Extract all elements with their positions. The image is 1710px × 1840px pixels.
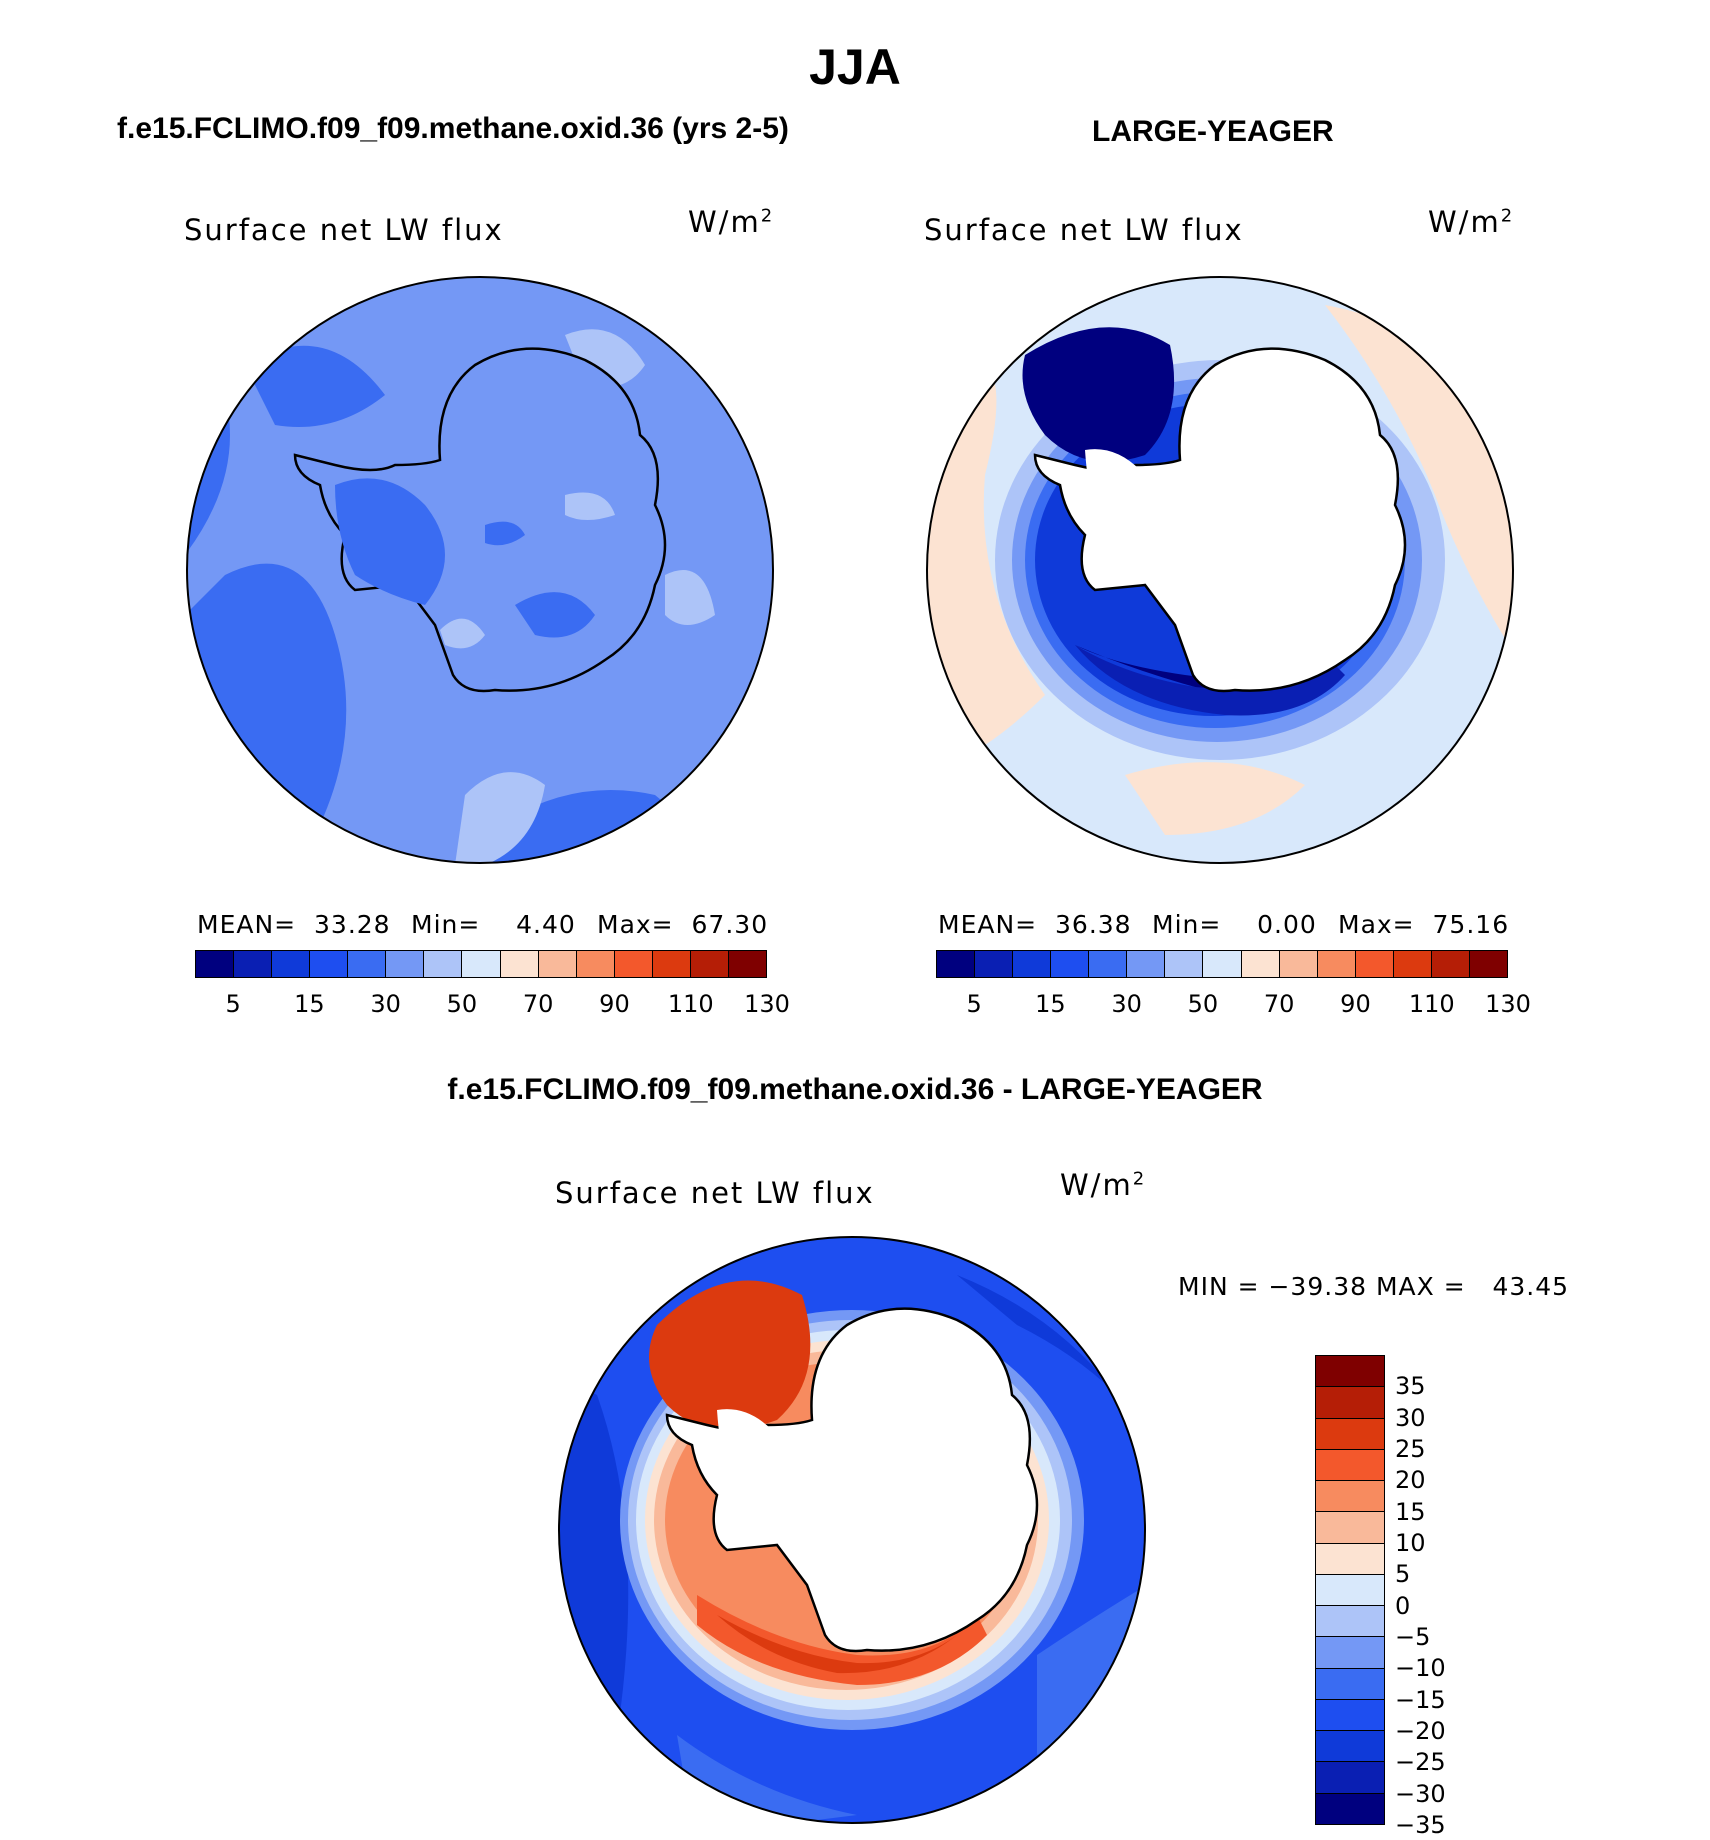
colorbar-tick-label: 90	[599, 990, 630, 1018]
colorbar-swatch	[500, 951, 539, 977]
colorbar-tick-label: 15	[1395, 1497, 1426, 1526]
panel-2-max: Max= 75.16	[1338, 910, 1510, 939]
colorbar-swatch	[462, 951, 501, 977]
colorbar-tick-label: 15	[294, 990, 325, 1018]
colorbar-tick-label: −30	[1395, 1779, 1446, 1808]
colorbar-tick-label: −5	[1395, 1623, 1431, 1651]
colorbar-swatch	[1317, 951, 1356, 977]
colorbar-tick-label: 50	[1187, 990, 1219, 1018]
colorbar-difference	[1315, 1355, 1385, 1825]
colorbar-swatch	[652, 951, 691, 977]
colorbar-tick-label: 130	[1485, 990, 1531, 1018]
colorbar-swatch	[1203, 951, 1242, 977]
colorbar-tick-label: 30	[1111, 990, 1142, 1018]
panel-2-min: Min= 0.00	[1152, 910, 1317, 939]
colorbar-swatch	[1316, 1543, 1384, 1575]
colorbar-tick-label: 50	[446, 990, 478, 1018]
colorbar-swatch	[728, 951, 766, 977]
colorbar-tick-label: −15	[1395, 1685, 1446, 1714]
colorbar-swatch	[386, 951, 425, 977]
colorbar-swatch	[1316, 1512, 1384, 1544]
colorbar-tick-label: 5	[966, 990, 982, 1018]
colorbar-swatch	[1393, 951, 1432, 977]
colorbar-tick-label: −35	[1395, 1811, 1446, 1839]
panel-1-min: Min= 4.40	[411, 910, 576, 939]
colorbar-swatch	[1316, 1481, 1384, 1513]
map-panel-2	[926, 276, 1514, 864]
colorbar-tick-label: −20	[1395, 1717, 1446, 1745]
colorbar-swatch	[1165, 951, 1204, 977]
panel-2-title: LARGE-YEAGER	[1092, 115, 1334, 148]
colorbar-swatch	[1316, 1668, 1384, 1700]
colorbar-swatch	[614, 951, 653, 977]
panel-2-units-label: W/m2	[1428, 205, 1515, 239]
colorbar-tick-label: 130	[744, 990, 790, 1018]
colorbar-tick-label: 110	[1408, 990, 1455, 1018]
diff-variable-label: Surface net LW flux	[555, 1176, 875, 1210]
colorbar-swatch	[690, 951, 729, 977]
colorbar-swatch	[1051, 951, 1090, 977]
colorbar-swatch	[937, 951, 976, 977]
colorbar-tick-label: −25	[1395, 1748, 1446, 1777]
colorbar-swatch	[310, 951, 349, 977]
colorbar-swatch	[1127, 951, 1166, 977]
panel-2-mean: MEAN= 36.38	[938, 910, 1132, 939]
colorbar-tick-label: 70	[1263, 990, 1295, 1018]
panel-1-variable-label: Surface net LW flux	[184, 213, 504, 247]
colorbar-tick-label: 70	[522, 990, 554, 1018]
panel-1-max: Max= 67.30	[597, 910, 769, 939]
colorbar-tick-label: −10	[1395, 1654, 1446, 1683]
colorbar-swatch	[196, 951, 235, 977]
colorbar-swatch	[1469, 951, 1507, 977]
colorbar-tick-label: 25	[1395, 1435, 1426, 1463]
colorbar-swatch	[1316, 1699, 1384, 1732]
colorbar-tick-label: 5	[225, 990, 241, 1018]
colorbar-swatch	[975, 951, 1014, 977]
colorbar-swatch	[576, 951, 615, 977]
colorbar-tick-label: 5	[1395, 1560, 1411, 1589]
colorbar-swatch	[1316, 1637, 1384, 1669]
colorbar-swatch	[1316, 1418, 1384, 1450]
colorbar-swatch	[1316, 1793, 1384, 1824]
colorbar-swatch	[1355, 951, 1394, 977]
colorbar-panel-2	[936, 950, 1508, 978]
colorbar-swatch	[272, 951, 311, 977]
colorbar-panel-1	[195, 950, 767, 978]
diff-minmax: MIN = −39.38 MAX = 43.45	[1178, 1272, 1570, 1301]
map-panel-1	[186, 276, 774, 864]
colorbar-swatch	[234, 951, 273, 977]
colorbar-tick-label: 30	[370, 990, 401, 1018]
colorbar-tick-label: 20	[1395, 1466, 1426, 1495]
colorbar-swatch	[1316, 1449, 1384, 1482]
colorbar-tick-label: 30	[1395, 1403, 1426, 1432]
panel-2-variable-label: Surface net LW flux	[924, 213, 1244, 247]
colorbar-tick-label: 15	[1035, 990, 1066, 1018]
colorbar-tick-label: 0	[1395, 1591, 1411, 1620]
colorbar-swatch	[424, 951, 463, 977]
panel-1-title: f.e15.FCLIMO.f09_f09.methane.oxid.36 (yr…	[117, 112, 789, 145]
colorbar-tick-label: 110	[667, 990, 714, 1018]
colorbar-swatch	[1316, 1574, 1384, 1607]
colorbar-swatch	[1279, 951, 1318, 977]
diff-panel-title: f.e15.FCLIMO.f09_f09.methane.oxid.36 - L…	[447, 1073, 1263, 1106]
colorbar-tick-label: 35	[1395, 1372, 1426, 1401]
colorbar-swatch	[348, 951, 387, 977]
diff-units-label: W/m2	[1060, 1168, 1147, 1202]
colorbar-swatch	[1316, 1731, 1384, 1763]
colorbar-tick-label: 90	[1340, 990, 1371, 1018]
colorbar-swatch	[1013, 951, 1052, 977]
colorbar-swatch	[1316, 1387, 1384, 1419]
map-difference	[558, 1236, 1146, 1824]
colorbar-swatch	[1089, 951, 1128, 977]
panel-1-units-label: W/m2	[688, 205, 775, 239]
colorbar-swatch	[1316, 1762, 1384, 1794]
colorbar-swatch	[1431, 951, 1470, 977]
figure-title: JJA	[809, 39, 901, 95]
colorbar-swatch	[1316, 1606, 1384, 1638]
colorbar-swatch	[538, 951, 577, 977]
colorbar-tick-label: 10	[1395, 1529, 1426, 1557]
colorbar-swatch	[1241, 951, 1280, 977]
panel-1-mean: MEAN= 33.28	[197, 910, 391, 939]
colorbar-swatch	[1316, 1356, 1384, 1388]
